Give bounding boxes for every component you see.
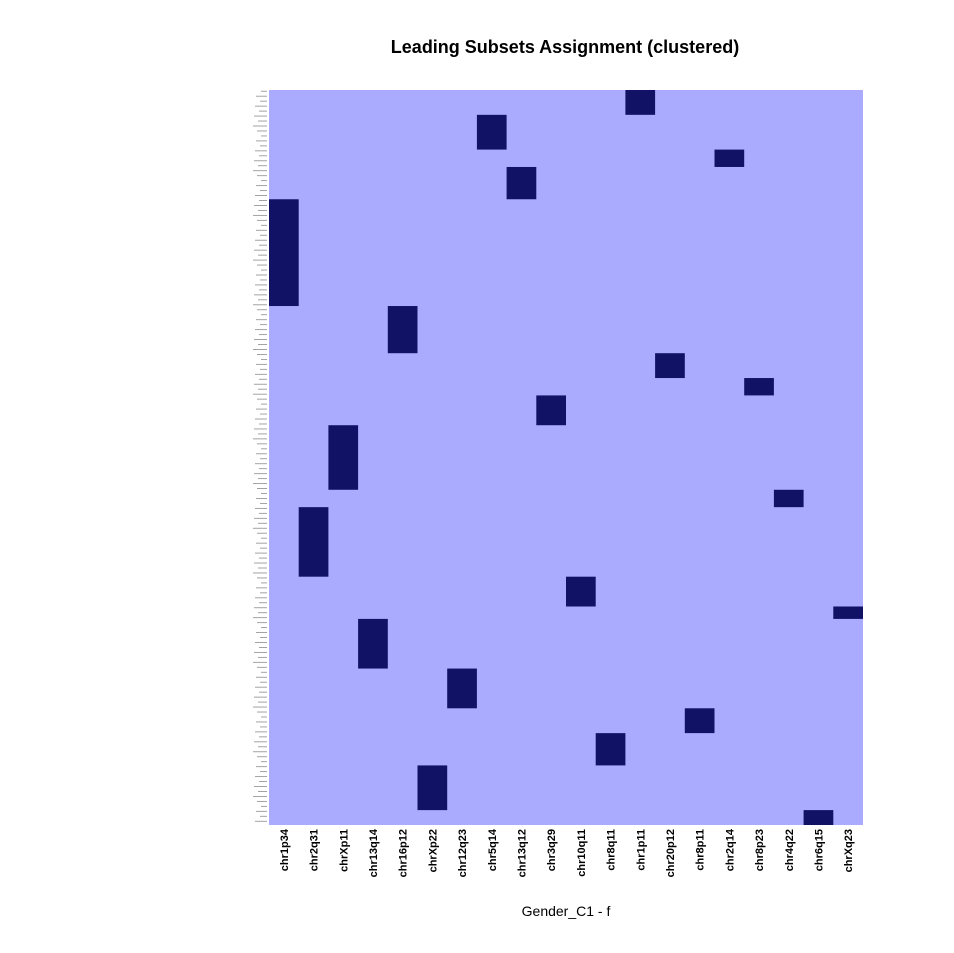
heatmap-block-chr12q23 [447,668,477,709]
column-label-chr4q22: chr4q22 [784,829,796,871]
heatmap-block-chrXq23 [833,606,863,619]
heatmap-block-chr20p12 [655,353,685,379]
heatmap-block-chr6q15 [803,810,834,825]
column-label-chr3q29: chr3q29 [546,829,558,871]
column-label-chr12q23: chr12q23 [457,829,469,877]
column-label-chr13q14: chr13q14 [368,828,380,877]
heatmap-block-chr1p11 [625,90,656,115]
row-tick-marks [253,90,267,822]
column-label-chr13q12: chr13q12 [516,829,528,877]
column-label-chr1p34: chr1p34 [279,828,291,871]
column-labels: chr1p34 chr2q31 chrXp11 chr13q14 chr16p12 chr… [279,828,855,877]
column-label-chr10q11: chr10q11 [576,829,588,877]
heatmap-block-chr10q11 [566,576,596,607]
column-label-chr8p11: chr8p11 [695,829,707,871]
heatmap-block-chr2q14 [714,149,745,167]
heatmap-background [269,90,863,825]
column-label-chr2q31: chr2q31 [309,829,321,871]
x-axis-label: Gender_C1 - f [522,903,611,919]
heatmap-block-chr8q11 [595,733,626,766]
heatmap-block-chr1p34 [269,199,299,307]
column-label-chr20p12: chr20p12 [665,829,677,877]
heatmap-block-chr8p11 [684,708,715,734]
column-label-chrXp11: chrXp11 [338,829,350,872]
chart-title: Leading Subsets Assignment (clustered) [391,37,739,57]
column-label-chrXp22: chrXp22 [427,829,439,872]
column-label-chr1p11: chr1p11 [635,829,647,871]
heatmap-block-chr4q22 [773,489,804,508]
column-label-chr8q11: chr8q11 [606,829,618,871]
heatmap-block-chr8p23 [744,378,774,396]
heatmap-block-chr13q12 [506,166,537,200]
column-label-chrXq23: chrXq23 [843,829,855,872]
heatmap-block-chr3q29 [536,395,566,426]
column-label-chr8p23: chr8p23 [754,829,766,871]
column-label-chr2q14: chr2q14 [724,828,736,871]
column-label-chr5q14: chr5q14 [487,828,499,871]
heatmap-block-chr13q14 [358,618,388,669]
heatmap-block-chr5q14 [476,114,507,150]
column-label-chr6q15: chr6q15 [813,829,825,871]
heatmap-cells [269,90,863,825]
heatmap-block-chrXp11 [328,425,359,490]
heatmap-block-chr2q31 [298,507,329,577]
column-label-chr16p12: chr16p12 [398,829,410,877]
heatmap-block-chrXp22 [417,765,448,811]
heatmap-block-chr16p12 [387,306,418,354]
